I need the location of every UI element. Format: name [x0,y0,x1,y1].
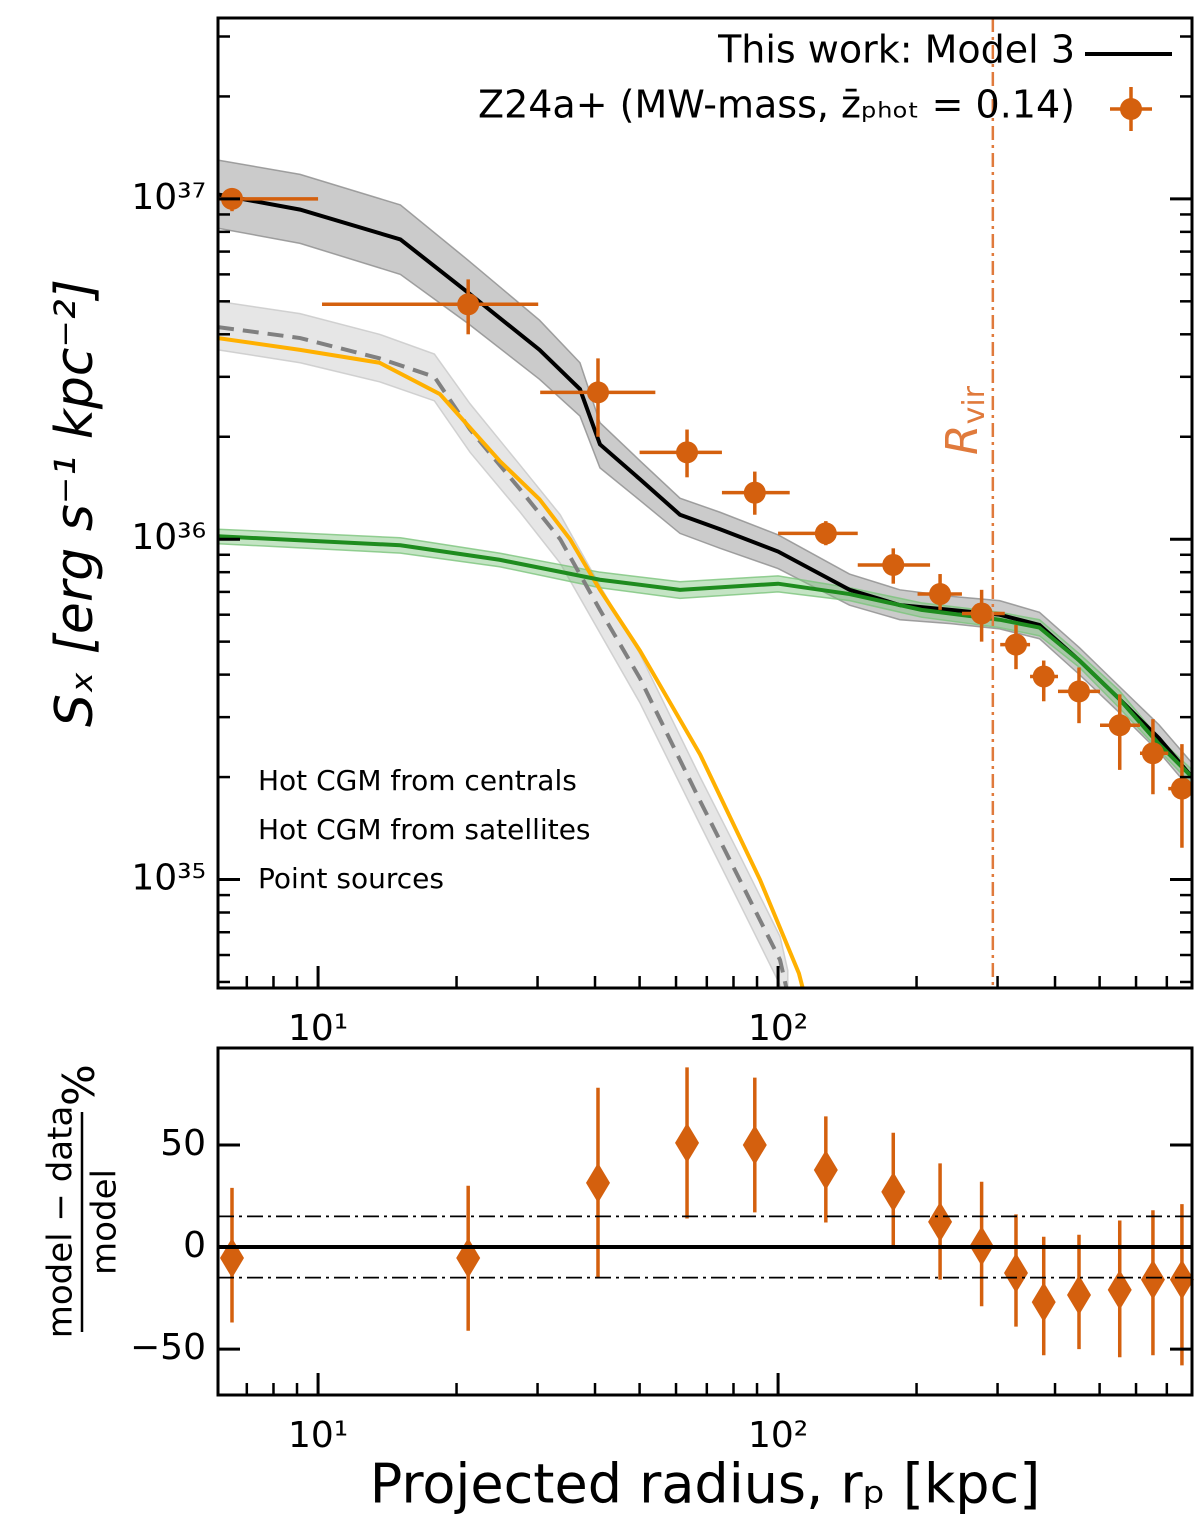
rvir-label-main: R [937,424,988,455]
model-line [218,534,1192,779]
confidence-band [218,300,789,988]
axes-frame [216,16,1194,990]
data-point [814,522,837,545]
data-point [929,583,952,606]
data-point [881,1171,906,1212]
data-point [1141,742,1164,765]
y-axis-label: model − data model% [41,1064,125,1338]
model-line [218,192,1192,779]
x-tick-label: 10² [748,1008,808,1049]
data-point [1067,1274,1092,1315]
confidence-band [218,528,1192,786]
legend-label: Z24a+ (MW-mass, z̄ₚₕₒₜ = 0.14) [478,83,1075,127]
x-tick-label: 10¹ [288,1415,348,1456]
data-point [1169,1259,1194,1300]
data-point [457,293,480,316]
series-label: Point sources [258,862,444,895]
y-tick-label: 10³⁶ [131,517,206,558]
data-point [1032,665,1055,688]
y-tick-label: 0 [183,1225,206,1266]
confidence-band [218,159,1192,793]
data-point [1004,633,1027,656]
series-label: Hot CGM from satellites [258,813,591,846]
data-point [743,481,766,504]
legend-swatch [1120,98,1142,120]
data-point [456,1238,481,1279]
y-tick-label: 10³⁵ [131,858,206,899]
data-point [970,602,993,625]
model-line [218,325,789,988]
data-point [1107,1269,1132,1310]
y-label-numerator: model − data [41,1106,81,1339]
y-tick-label: −50 [130,1327,206,1368]
series-label: Hot CGM from centrals [258,764,577,797]
y-tick-label: 50 [160,1123,206,1164]
data-point [220,1238,245,1279]
data-point [675,1122,700,1163]
model-line [218,336,805,988]
rvir-label-sub: vir [956,385,991,424]
x-axis-label: Projected radius, rₚ [kpc] [370,1453,1041,1516]
plot-area [218,159,1192,988]
legend-label: This work: Model 3 [717,28,1075,72]
data-point [1108,714,1131,737]
data-point [1170,777,1192,800]
data-point [585,1162,610,1203]
data-point [586,381,609,404]
x-tick-label: 10² [748,1415,808,1456]
y-tick-label: 10³⁷ [131,177,206,218]
data-point [928,1201,953,1242]
data-point [676,441,699,464]
y-label-unit: % [54,1064,105,1106]
y-label-denominator: model [85,1169,125,1275]
rvir-label: Rvir [937,385,992,455]
data-point [813,1150,838,1191]
data-point [1068,680,1091,703]
data-point [1140,1259,1165,1300]
data-point [742,1124,767,1165]
axes-frame [216,1046,1194,1397]
x-tick-label: 10¹ [288,1008,348,1049]
y-axis-label: Sₓ [erg s⁻¹ kpc⁻²] [45,279,105,727]
data-point [882,553,905,576]
data-point [1031,1282,1056,1323]
data-point [1003,1252,1028,1293]
